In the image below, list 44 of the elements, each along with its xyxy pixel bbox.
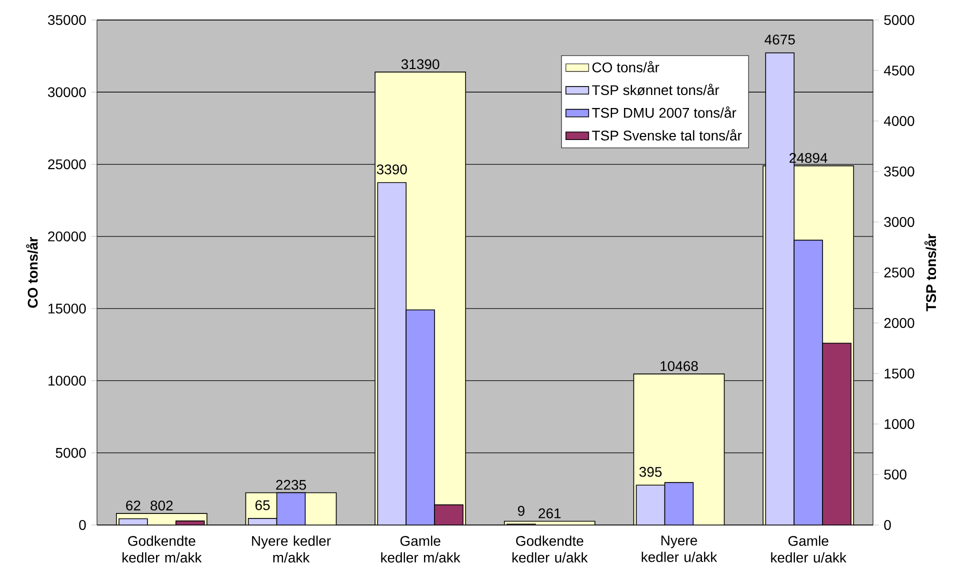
y2-tick-label: 2500 bbox=[884, 268, 914, 278]
y2-tick-label: 1500 bbox=[884, 368, 914, 378]
y2-tick-label: 5000 bbox=[884, 15, 914, 25]
legend-label: TSP DMU 2007 tons/år bbox=[592, 106, 736, 118]
y-tick-label: 15000 bbox=[48, 304, 86, 314]
bar bbox=[822, 342, 852, 525]
y-tick-label: 20000 bbox=[48, 231, 86, 242]
legend-label: CO tons/år bbox=[592, 60, 660, 72]
y-tick-label: 5000 bbox=[56, 448, 86, 458]
y-tick-label: 0 bbox=[79, 520, 86, 530]
data-label: 10468 bbox=[660, 361, 698, 372]
y-axis-title: CO tons/år bbox=[26, 236, 38, 308]
data-label: 65 bbox=[255, 500, 270, 510]
x-tick-label: Gamle kedler u/akk bbox=[771, 536, 846, 563]
data-label: 395 bbox=[639, 466, 662, 477]
y-tick-label: 35000 bbox=[48, 15, 86, 25]
y2-tick-label: 1000 bbox=[884, 419, 914, 429]
y2-axis-title: TSP tons/år bbox=[924, 234, 936, 312]
data-label: 802 bbox=[150, 500, 173, 511]
data-label: 9 bbox=[518, 506, 524, 516]
y2-tick-label: 4000 bbox=[884, 116, 914, 126]
data-label: 261 bbox=[538, 508, 561, 518]
x-tick-label: Gamle kedler m/akk bbox=[381, 536, 460, 563]
y2-tick-label: 3500 bbox=[884, 166, 914, 176]
data-label: 31390 bbox=[401, 59, 440, 70]
bar bbox=[434, 504, 464, 525]
y-tick-label: 25000 bbox=[48, 159, 86, 170]
y2-tick-label: 500 bbox=[884, 470, 906, 480]
y2-tick-label: 2000 bbox=[884, 318, 914, 328]
legend-label: TSP skønnet tons/år bbox=[592, 84, 720, 96]
x-tick-label: Godkendte kedler m/akk bbox=[122, 536, 202, 563]
x-tick-label: Nyere kedler m/akk bbox=[252, 536, 331, 563]
y2-tick-label: 0 bbox=[884, 520, 891, 530]
x-tick-label: Godkendte kedler u/akk bbox=[512, 536, 588, 563]
data-label: 3390 bbox=[376, 164, 407, 174]
data-label: 4675 bbox=[764, 34, 795, 45]
x-tick-label: Nyere kedler u/akk bbox=[642, 536, 718, 562]
legend-label: TSP Svenske tal tons/år bbox=[592, 129, 742, 141]
data-label: 62 bbox=[126, 500, 140, 510]
data-label: 2235 bbox=[276, 480, 306, 490]
y-tick-label: 10000 bbox=[48, 376, 86, 386]
y2-tick-label: 3000 bbox=[884, 217, 914, 227]
y2-tick-label: 4500 bbox=[884, 66, 914, 76]
y-tick-label: 30000 bbox=[48, 87, 86, 98]
